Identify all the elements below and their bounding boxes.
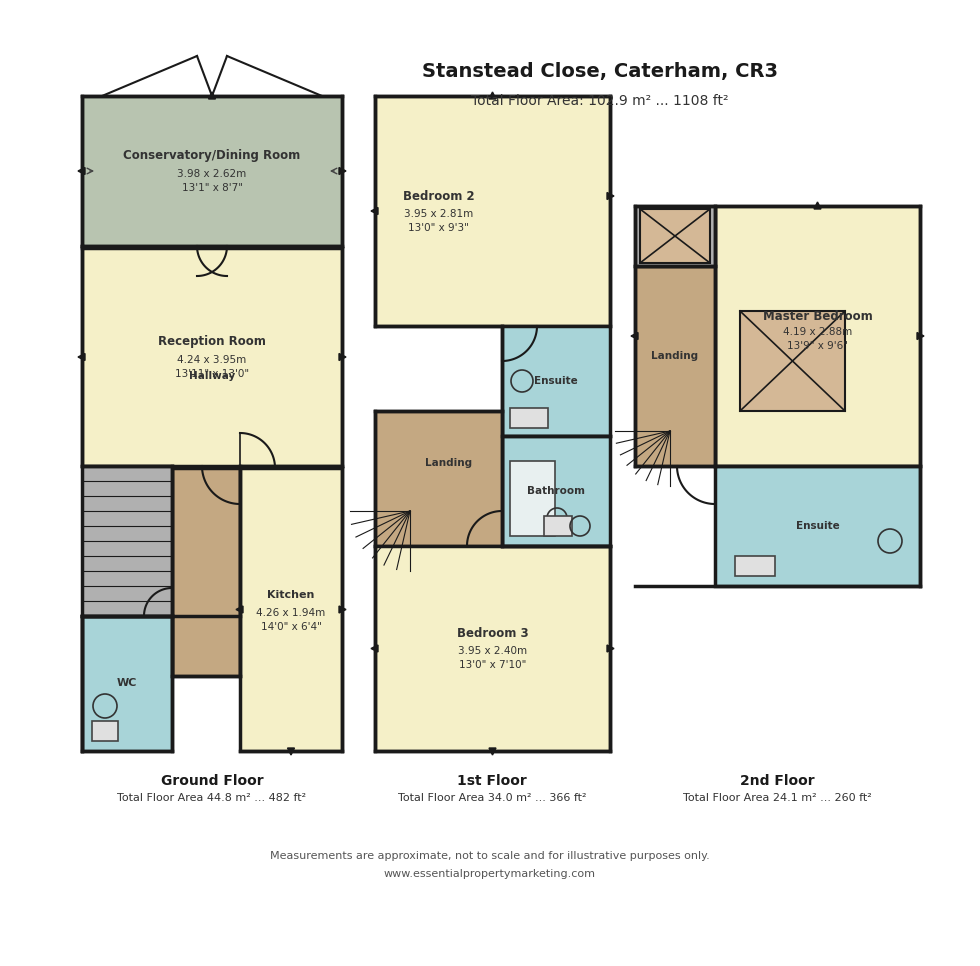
Bar — [375, 96, 610, 326]
Text: Master Bedroom: Master Bedroom — [762, 309, 872, 323]
Polygon shape — [607, 645, 614, 652]
Text: Hallway: Hallway — [189, 371, 235, 381]
Polygon shape — [339, 167, 346, 175]
Bar — [82, 96, 342, 246]
Text: 13'11" x 13'0": 13'11" x 13'0" — [175, 369, 249, 379]
Text: Landing: Landing — [425, 459, 472, 469]
Polygon shape — [607, 192, 614, 200]
Polygon shape — [236, 606, 243, 613]
Bar — [544, 516, 572, 536]
Polygon shape — [371, 208, 378, 214]
Text: 13'1" x 8'7": 13'1" x 8'7" — [181, 183, 242, 193]
Text: Bathroom: Bathroom — [527, 486, 585, 496]
Bar — [82, 248, 342, 466]
Text: www.essentialpropertymarketing.com: www.essentialpropertymarketing.com — [384, 869, 596, 879]
Text: Reception Room: Reception Room — [158, 335, 266, 349]
Text: 3.95 x 2.40m: 3.95 x 2.40m — [458, 646, 527, 657]
Text: Ground Floor: Ground Floor — [161, 774, 264, 788]
Bar — [635, 266, 715, 466]
Polygon shape — [489, 748, 496, 755]
Polygon shape — [339, 606, 346, 613]
Text: Total Floor Area 44.8 m² ... 482 ft²: Total Floor Area 44.8 m² ... 482 ft² — [118, 793, 307, 803]
Text: Stanstead Close, Caterham, CR3: Stanstead Close, Caterham, CR3 — [422, 62, 778, 80]
Text: 3.98 x 2.62m: 3.98 x 2.62m — [177, 169, 247, 179]
Bar — [715, 466, 920, 586]
Polygon shape — [339, 354, 346, 360]
Bar — [172, 468, 240, 676]
Polygon shape — [209, 92, 216, 99]
Bar — [92, 721, 118, 741]
Text: Measurements are approximate, not to scale and for illustrative purposes only.: Measurements are approximate, not to sca… — [270, 851, 710, 861]
Polygon shape — [371, 645, 378, 652]
Bar — [715, 206, 920, 466]
Bar — [82, 616, 172, 751]
Bar — [635, 206, 715, 266]
Text: Landing: Landing — [652, 351, 699, 361]
Text: Kitchen: Kitchen — [268, 589, 315, 600]
Polygon shape — [814, 202, 821, 209]
Text: 4.26 x 1.94m: 4.26 x 1.94m — [257, 608, 325, 617]
Bar — [375, 546, 610, 751]
Text: 13'0" x 7'10": 13'0" x 7'10" — [459, 661, 526, 670]
Text: WC: WC — [117, 678, 137, 689]
Text: Total Floor Area: 102.9 m² ... 1108 ft²: Total Floor Area: 102.9 m² ... 1108 ft² — [471, 94, 729, 108]
Text: 4.24 x 3.95m: 4.24 x 3.95m — [177, 355, 247, 365]
Bar — [82, 466, 172, 616]
Text: Bedroom 2: Bedroom 2 — [403, 189, 474, 203]
Text: Ensuite: Ensuite — [534, 376, 578, 386]
Text: Total Floor Area 34.0 m² ... 366 ft²: Total Floor Area 34.0 m² ... 366 ft² — [398, 793, 586, 803]
Bar — [502, 326, 610, 436]
Text: 3.95 x 2.81m: 3.95 x 2.81m — [404, 209, 473, 219]
Polygon shape — [287, 748, 295, 755]
Bar — [510, 461, 555, 536]
Text: 13'9" x 9'6": 13'9" x 9'6" — [787, 341, 848, 351]
Polygon shape — [78, 167, 85, 175]
Text: 4.19 x 2.88m: 4.19 x 2.88m — [783, 327, 853, 337]
Polygon shape — [917, 332, 924, 339]
Bar — [735, 556, 775, 576]
Bar — [510, 408, 548, 428]
Text: 1st Floor: 1st Floor — [457, 774, 527, 788]
Text: Conservatory/Dining Room: Conservatory/Dining Room — [123, 150, 301, 162]
Bar — [740, 311, 845, 411]
Text: 13'0" x 9'3": 13'0" x 9'3" — [408, 223, 469, 233]
Polygon shape — [489, 92, 496, 99]
Polygon shape — [78, 354, 85, 360]
Text: 14'0" x 6'4": 14'0" x 6'4" — [261, 621, 321, 632]
Bar — [240, 468, 342, 751]
Text: Total Floor Area 24.1 m² ... 260 ft²: Total Floor Area 24.1 m² ... 260 ft² — [683, 793, 871, 803]
Text: Bedroom 3: Bedroom 3 — [457, 627, 528, 640]
Text: Ensuite: Ensuite — [796, 521, 840, 531]
Text: 2nd Floor: 2nd Floor — [740, 774, 814, 788]
Polygon shape — [631, 332, 638, 339]
Bar — [502, 436, 610, 546]
Bar — [375, 411, 502, 546]
Bar — [640, 209, 710, 263]
